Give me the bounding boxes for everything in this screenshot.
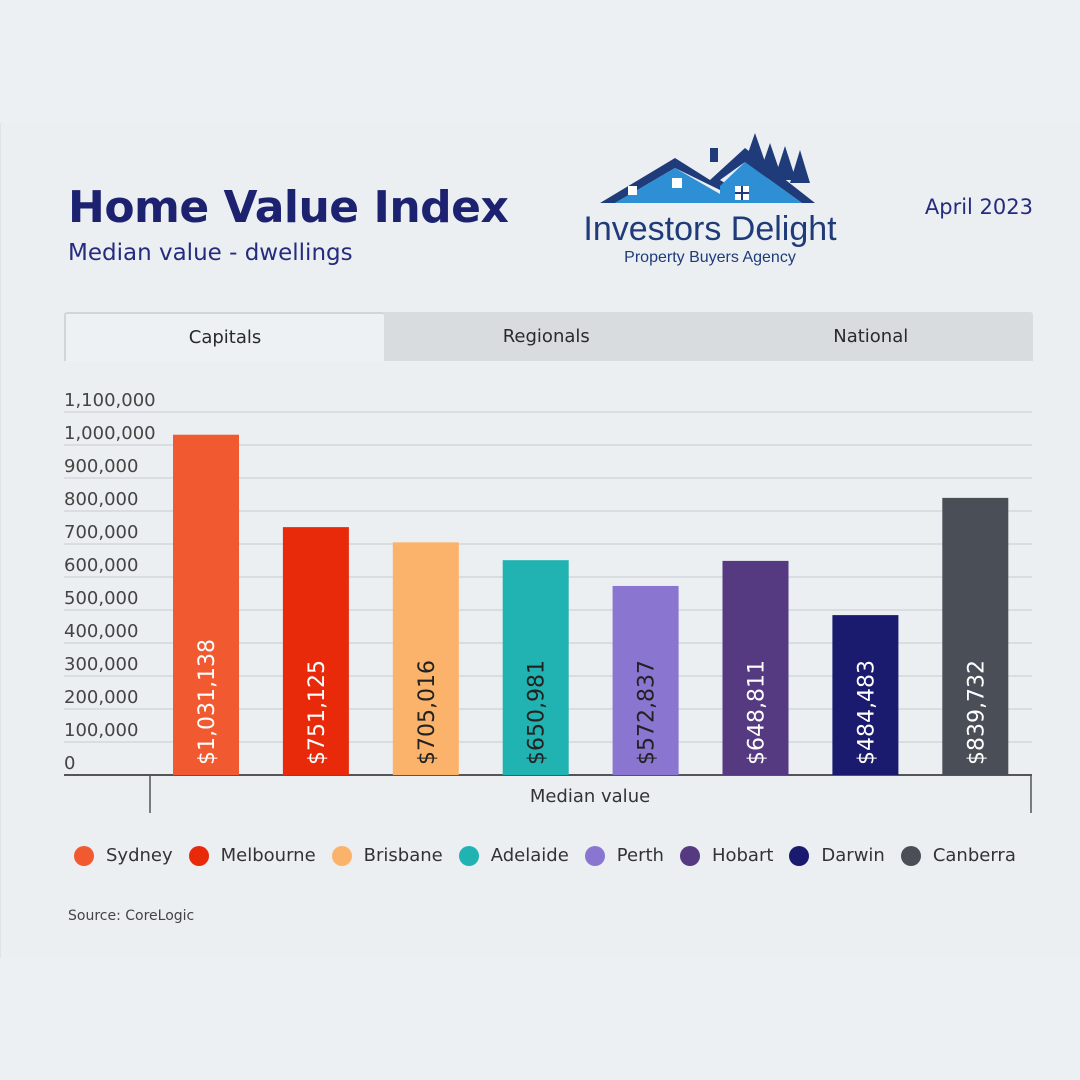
y-tick-label: 0 — [64, 753, 75, 774]
tab-national[interactable]: National — [833, 326, 909, 347]
tab-capitals[interactable]: Capitals — [64, 312, 384, 361]
legend-swatch — [331, 845, 352, 866]
legend-item-darwin: Darwin — [789, 845, 885, 866]
bar-data-label: $648,811 — [745, 660, 770, 765]
bar-perth — [612, 585, 679, 775]
legend-swatch — [188, 845, 209, 866]
y-tick-label: 900,000 — [64, 456, 138, 477]
legend-label: Sydney — [106, 845, 173, 866]
legend-label: Adelaide — [490, 845, 569, 866]
brand-tagline: Property Buyers Agency — [624, 249, 796, 266]
page-title: Home Value Index — [68, 182, 509, 233]
bar-hobart — [722, 560, 789, 775]
bar-data-label: $839,732 — [964, 660, 989, 765]
y-tick-label: 1,000,000 — [64, 423, 156, 444]
page-subtitle: Median value - dwellings — [68, 240, 353, 266]
report-date: April 2023 — [924, 195, 1033, 219]
bar-data-label: $705,016 — [415, 660, 440, 765]
legend-item-hobart: Hobart — [679, 845, 774, 866]
bar-brisbane — [392, 542, 459, 775]
legend-label: Melbourne — [220, 845, 316, 866]
y-tick-label: 300,000 — [64, 654, 138, 675]
legend-swatch — [74, 845, 94, 866]
bar-chart: 0 100,000 200,000 300,000 400,000 500,000 600,… — [64, 390, 1032, 813]
legend-swatch — [789, 845, 810, 866]
legend-label: Darwin — [821, 845, 885, 866]
legend-swatch — [900, 845, 921, 866]
source-note: Source: CoreLogic — [68, 908, 195, 924]
legend-item-melbourne: Melbourne — [188, 845, 316, 866]
bar-data-label: $650,981 — [525, 660, 550, 765]
house-logo-icon — [600, 133, 815, 203]
bar-data-label: $572,837 — [635, 660, 660, 765]
y-tick-label: 700,000 — [64, 522, 138, 543]
legend-item-adelaide: Adelaide — [458, 845, 569, 866]
legend-label: Perth — [616, 845, 664, 866]
legend-swatch — [584, 845, 605, 866]
legend-swatch — [679, 845, 700, 866]
bar-canberra — [942, 497, 1009, 775]
y-tick-label: 500,000 — [64, 588, 138, 609]
legend-item-sydney: Sydney — [74, 845, 173, 866]
legend-label: Brisbane — [363, 845, 443, 866]
bar-adelaide — [502, 560, 569, 775]
bar-data-label: $484,483 — [854, 660, 879, 765]
x-axis-label: Median value — [530, 786, 650, 807]
bar-data-label: $751,125 — [305, 660, 330, 765]
bar-data-label: $1,031,138 — [195, 639, 220, 765]
y-tick-label: 600,000 — [64, 555, 138, 576]
y-tick-label: 800,000 — [64, 489, 138, 510]
legend-swatch — [458, 845, 479, 866]
legend-item-perth: Perth — [584, 845, 664, 866]
brand-name: Investors Delight — [583, 210, 837, 248]
tab-bar: Capitals Regionals National — [64, 312, 1033, 361]
legend-item-canberra: Canberra — [900, 845, 1016, 866]
y-tick-label: 100,000 — [64, 720, 138, 741]
y-tick-label: 200,000 — [64, 687, 138, 708]
legend-label: Hobart — [711, 845, 774, 866]
bar-darwin — [832, 615, 899, 775]
y-tick-label: 1,100,000 — [64, 390, 156, 411]
tab-regionals[interactable]: Regionals — [502, 326, 590, 347]
bar-melbourne — [282, 527, 349, 775]
bar-sydney — [173, 434, 239, 775]
chart-legend: Sydney Melbourne Brisbane Adelaide Perth Hoba… — [74, 845, 1032, 866]
y-tick-label: 400,000 — [64, 621, 138, 642]
legend-item-brisbane: Brisbane — [331, 845, 443, 866]
legend-label: Canberra — [932, 845, 1016, 866]
